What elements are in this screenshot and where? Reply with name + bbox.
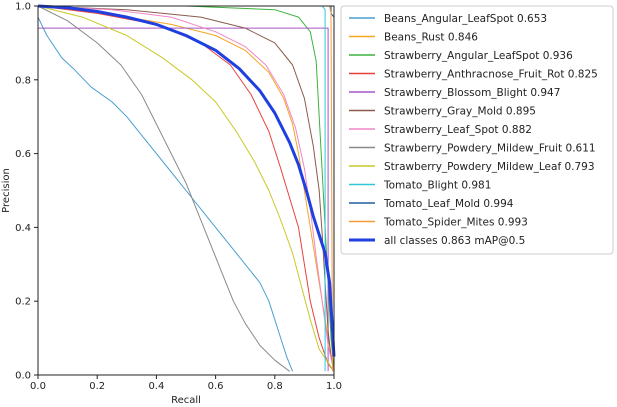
plot-area — [37, 4, 336, 376]
legend-label-8: Strawberry_Powdery_Mildew_Leaf 0.793 — [384, 161, 595, 173]
legend-label-10: Tomato_Leaf_Mold 0.994 — [383, 198, 514, 210]
legend-label-3: Strawberry_Anthracnose_Fruit_Rot 0.825 — [384, 69, 598, 81]
y-tick-label: 0.8 — [15, 75, 31, 86]
legend-label-4: Strawberry_Blossom_Blight 0.947 — [384, 87, 560, 99]
x-tick-label: 1.0 — [326, 381, 342, 392]
legend-label-0: Beans_Angular_LeafSpot 0.653 — [384, 13, 547, 25]
y-axis-label: Precision — [1, 168, 12, 213]
series-line-0 — [37, 16, 294, 372]
legend: Beans_Angular_LeafSpot 0.653 Beans_Rust 0… — [340, 5, 614, 255]
y-tick-label: 0.0 — [15, 371, 31, 382]
series-line-5 — [37, 5, 335, 372]
legend-label-9: Tomato_Blight 0.981 — [383, 180, 491, 192]
x-tick-label: 0.6 — [208, 381, 224, 392]
legend-label-11: Tomato_Spider_Mites 0.993 — [383, 217, 528, 229]
y-tick-label: 1.0 — [15, 2, 31, 13]
x-tick-label: 0.8 — [267, 381, 283, 392]
series-line-6 — [37, 5, 335, 372]
y-tick-label: 0.4 — [15, 223, 31, 234]
x-tick-label: 0.0 — [30, 381, 46, 392]
series-line-12 — [37, 4, 336, 357]
y-tick-label: 0.2 — [15, 297, 31, 308]
series-line-7 — [37, 5, 290, 372]
y-tick-label: 0.6 — [15, 149, 31, 160]
x-tick-label: 0.4 — [148, 381, 164, 392]
y-axis: 0.0 0.2 0.4 0.6 0.8 1.0 — [15, 2, 38, 382]
legend-label-7: Strawberry_Powdery_Mildew_Fruit 0.611 — [384, 143, 596, 155]
series-line-4 — [38, 27, 329, 372]
legend-label-12: all classes 0.863 mAP@0.5 — [384, 235, 525, 247]
x-axis: 0.0 0.2 0.4 0.6 0.8 1.0 — [30, 375, 342, 392]
legend-label-5: Strawberry_Gray_Mold 0.895 — [384, 106, 536, 118]
x-axis-label: Recall — [171, 395, 201, 406]
legend-items: Beans_Angular_LeafSpot 0.653 Beans_Rust 0… — [349, 13, 598, 247]
legend-box — [340, 5, 614, 255]
series-line-8 — [37, 5, 335, 372]
x-tick-label: 0.2 — [89, 381, 105, 392]
legend-label-2: Strawberry_Angular_LeafSpot 0.936 — [384, 50, 573, 62]
legend-label-1: Beans_Rust 0.846 — [384, 32, 478, 44]
plot-frame — [37, 5, 335, 376]
legend-label-6: Strawberry_Leaf_Spot 0.882 — [384, 124, 532, 136]
